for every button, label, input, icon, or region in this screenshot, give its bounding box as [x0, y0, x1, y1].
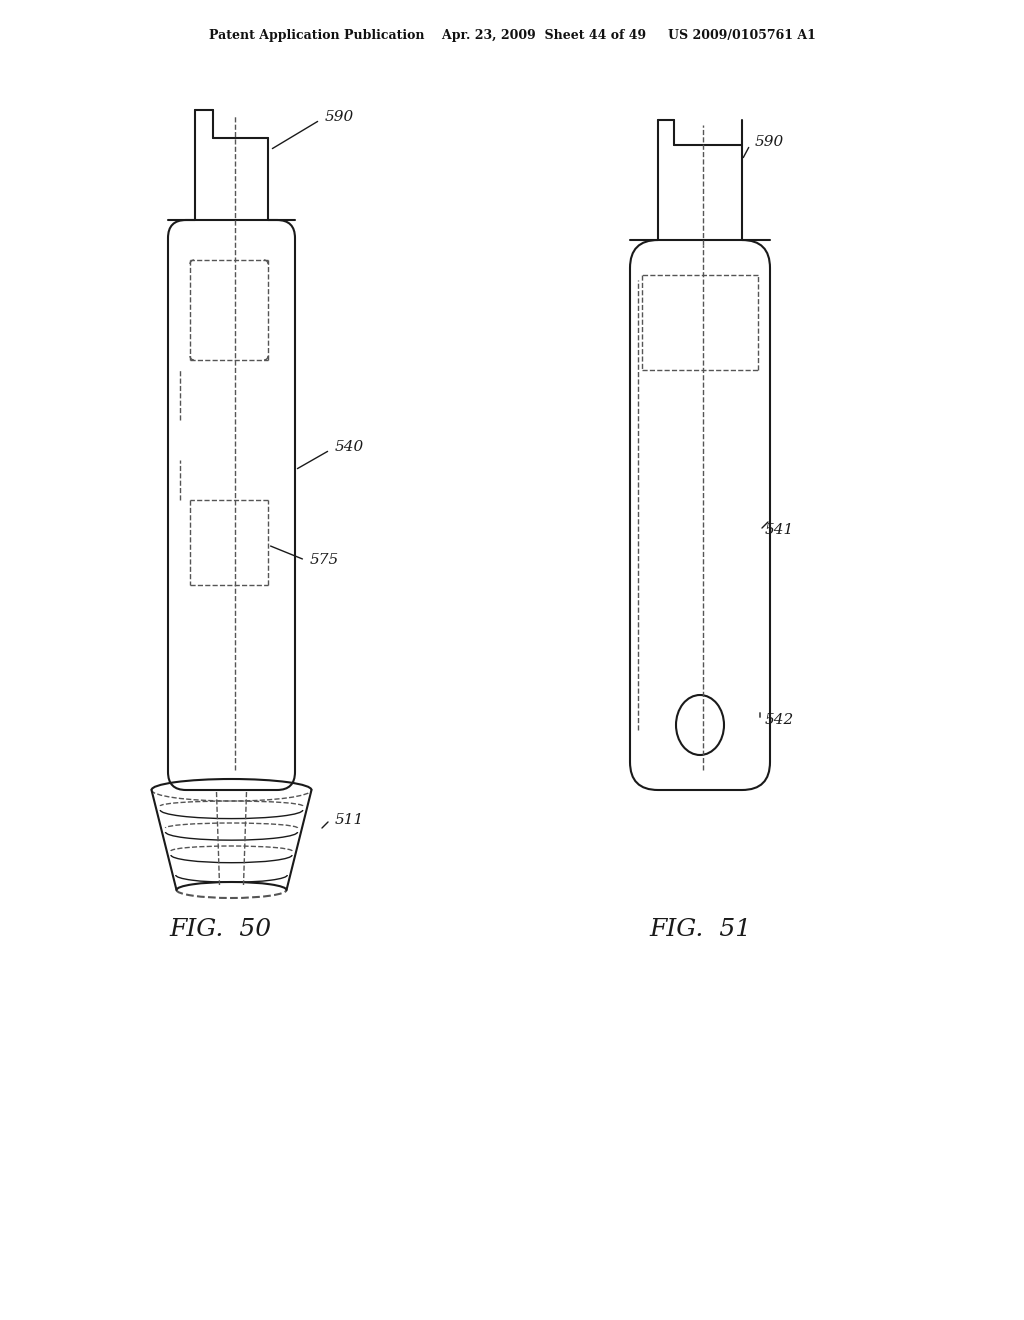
Text: 590: 590 [755, 135, 784, 149]
Text: 590: 590 [325, 110, 354, 124]
Text: 575: 575 [310, 553, 339, 568]
Text: 511: 511 [335, 813, 365, 828]
Ellipse shape [676, 696, 724, 755]
Text: 542: 542 [765, 713, 795, 727]
FancyBboxPatch shape [630, 240, 770, 789]
Text: FIG.  50: FIG. 50 [169, 919, 271, 941]
Text: 541: 541 [765, 523, 795, 537]
FancyBboxPatch shape [168, 220, 295, 789]
Text: Patent Application Publication    Apr. 23, 2009  Sheet 44 of 49     US 2009/0105: Patent Application Publication Apr. 23, … [209, 29, 815, 41]
Text: FIG.  51: FIG. 51 [649, 919, 751, 941]
Text: 540: 540 [335, 440, 365, 454]
